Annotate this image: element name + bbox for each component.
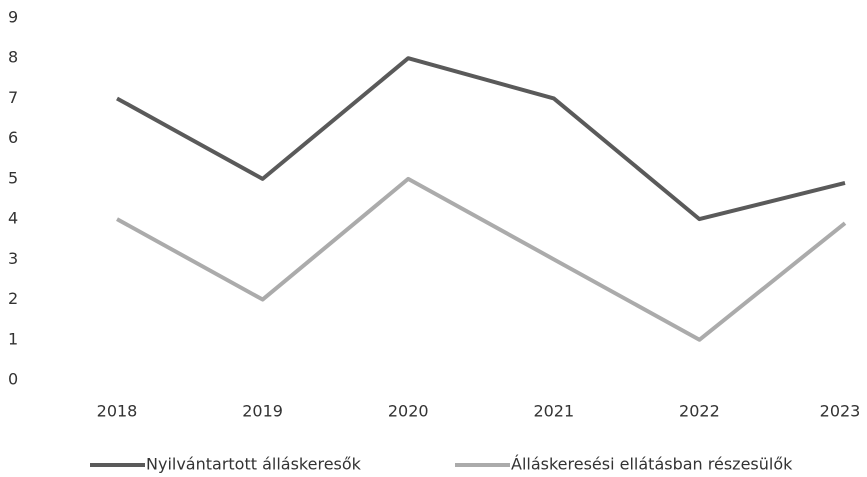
y-tick-label: 9: [8, 8, 18, 27]
y-tick-label: 0: [8, 370, 18, 389]
y-tick-label: 1: [8, 329, 18, 348]
series-line: [116, 56, 846, 222]
legend-label: Álláskeresési ellátásban részesülők: [511, 455, 793, 474]
x-tick-label: 2020: [388, 402, 429, 421]
y-tick-label: 5: [8, 168, 18, 187]
y-tick-label: 4: [8, 209, 18, 228]
series-line: [116, 176, 847, 342]
y-tick-label: 2: [8, 289, 18, 308]
y-tick-label: 7: [8, 88, 18, 107]
x-tick-label: 2018: [97, 402, 138, 421]
y-tick-label: 8: [8, 48, 18, 67]
x-tick-label: 2023: [820, 402, 861, 421]
x-tick-label: 2021: [533, 402, 574, 421]
x-tick-label: 2022: [679, 402, 720, 421]
y-tick-label: 6: [8, 128, 18, 147]
legend-label: Nyilvántartott álláskeresők: [146, 455, 362, 474]
y-tick-label: 3: [8, 249, 18, 268]
x-tick-label: 2019: [242, 402, 283, 421]
